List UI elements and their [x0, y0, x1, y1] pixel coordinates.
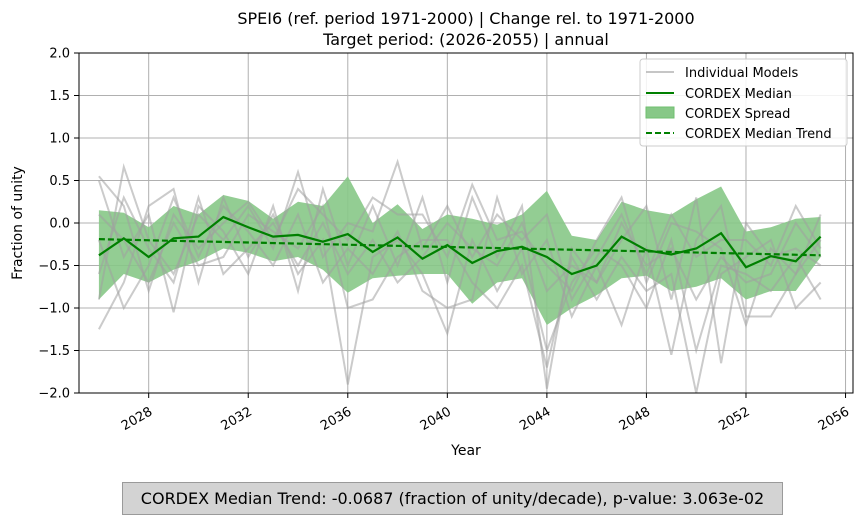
- y-tick-label-3: −0.5: [38, 259, 70, 274]
- legend-label-median: CORDEX Median: [685, 87, 792, 102]
- x-tick-label-4: 2044: [517, 404, 553, 434]
- y-tick-label-5: 0.5: [49, 174, 70, 189]
- chart-subtitle: Target period: (2026-2055) | annual: [322, 30, 609, 49]
- y-tick-label-7: 1.5: [49, 89, 70, 104]
- x-tick-label-2: 2036: [318, 404, 354, 434]
- legend: Individual Models CORDEX Median CORDEX S…: [639, 58, 848, 147]
- x-axis-label: Year: [450, 443, 481, 459]
- x-tick-label-3: 2040: [418, 404, 454, 434]
- median-line: [98, 215, 822, 276]
- y-axis-label: Fraction of unity: [10, 166, 26, 280]
- model-line-2: [97, 158, 822, 303]
- x-tick-label-6: 2052: [716, 404, 752, 434]
- y-axis-ticks: −2.0 −1.5 −1.0 −0.5 0.0 0.5 1.0 1.5 2.0: [38, 47, 79, 402]
- legend-label-spread: CORDEX Spread: [685, 107, 790, 122]
- x-tick-label-0: 2028: [119, 404, 155, 434]
- y-tick-label-0: −2.0: [38, 387, 70, 402]
- x-tick-label-1: 2032: [219, 404, 255, 434]
- trend-summary-box: CORDEX Median Trend: -0.0687 (fraction o…: [122, 482, 783, 515]
- y-tick-label-4: 0.0: [49, 217, 70, 232]
- x-axis-ticks: 2028 2032 2036 2040 2044 2048 2052 2056: [119, 393, 852, 434]
- y-tick-label-2: −1.0: [38, 302, 70, 317]
- y-tick-label-8: 2.0: [49, 47, 70, 62]
- legend-label-models: Individual Models: [685, 66, 798, 81]
- model-line-3: [97, 180, 822, 389]
- model-line-6: [97, 194, 822, 302]
- chart-title: SPEI6 (ref. period 1971-2000) | Change r…: [237, 9, 694, 28]
- x-tick-label-5: 2048: [617, 404, 653, 434]
- median-layer: [98, 215, 822, 276]
- model-line-4: [97, 193, 822, 355]
- x-tick-label-7: 2056: [816, 404, 852, 434]
- models-layer: [97, 158, 822, 394]
- legend-label-trend: CORDEX Median Trend: [685, 127, 832, 142]
- y-tick-label-6: 1.0: [49, 132, 70, 147]
- y-tick-label-1: −1.5: [38, 344, 70, 359]
- trend-summary-text: CORDEX Median Trend: -0.0687 (fraction o…: [140, 489, 765, 508]
- trend-layer: [98, 238, 821, 257]
- median-trend-line: [98, 238, 821, 257]
- model-line-1: [98, 187, 822, 385]
- legend-box: [639, 58, 848, 147]
- legend-swatch-spread: [645, 106, 675, 119]
